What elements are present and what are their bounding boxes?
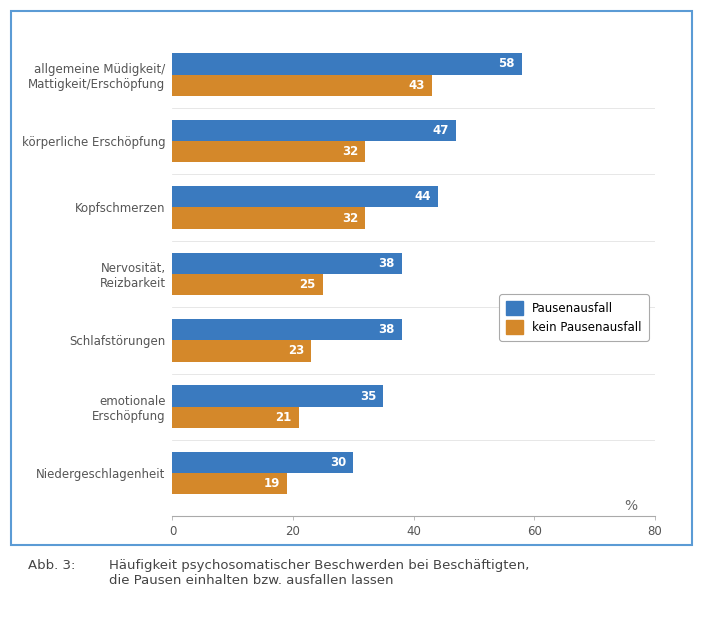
Text: 32: 32 [342, 145, 358, 158]
Bar [172, 274, 323, 295]
Bar [172, 74, 432, 96]
Text: 47: 47 [432, 124, 448, 137]
Text: %: % [624, 500, 637, 513]
Text: 44: 44 [414, 190, 430, 203]
Text: 32: 32 [342, 212, 358, 225]
Text: 43: 43 [408, 79, 425, 92]
Text: 25: 25 [300, 278, 316, 291]
Bar [172, 386, 384, 407]
Bar [172, 141, 365, 162]
Text: Häufigkeit psychosomatischer Beschwerden bei Beschäftigten,
die Pausen einhalten: Häufigkeit psychosomatischer Beschwerden… [109, 559, 529, 587]
Text: 21: 21 [275, 411, 292, 424]
Bar [172, 186, 438, 207]
Text: 19: 19 [263, 477, 279, 490]
Text: Abb. 3:: Abb. 3: [28, 559, 75, 572]
Bar [172, 319, 401, 341]
Bar [172, 120, 455, 141]
Text: 35: 35 [360, 389, 376, 403]
Bar [172, 452, 353, 473]
Bar [172, 473, 287, 495]
Text: 38: 38 [378, 323, 394, 336]
Text: 30: 30 [330, 456, 346, 469]
Bar [172, 207, 365, 228]
Bar [172, 407, 299, 428]
Bar [172, 53, 522, 74]
Text: 38: 38 [378, 257, 394, 270]
Text: 23: 23 [288, 344, 304, 357]
Legend: Pausenausfall, kein Pausenausfall: Pausenausfall, kein Pausenausfall [499, 294, 649, 341]
Bar [172, 341, 311, 362]
Bar [172, 253, 401, 274]
Text: 58: 58 [498, 58, 515, 71]
